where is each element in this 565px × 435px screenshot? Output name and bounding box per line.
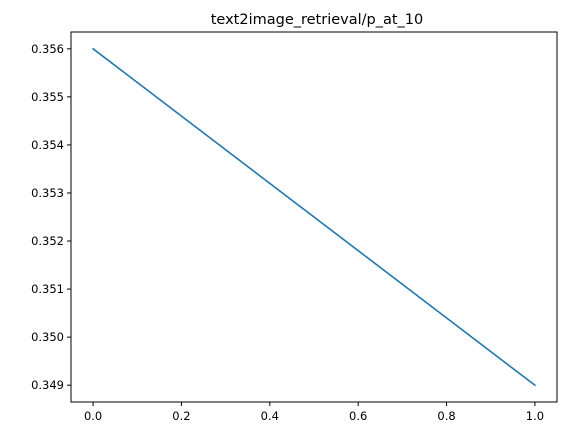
x-tick-label: 0.6: [349, 409, 367, 423]
x-tick-label: 0.2: [172, 409, 190, 423]
y-tick-label: 0.353: [31, 186, 64, 200]
y-tick-label: 0.352: [31, 234, 64, 248]
y-tick-label: 0.356: [31, 42, 64, 56]
y-tick-label: 0.350: [31, 330, 64, 344]
y-tick-label: 0.349: [31, 378, 64, 392]
y-tick-label: 0.351: [31, 282, 64, 296]
y-tick-label: 0.354: [31, 138, 64, 152]
chart-title: text2image_retrieval/p_at_10: [211, 12, 424, 28]
x-axis: 0.0 0.2 0.4 0.6 0.8 1.0: [84, 402, 544, 423]
y-tick-label: 0.355: [31, 90, 64, 104]
x-tick-label: 1.0: [526, 409, 544, 423]
x-tick-label: 0.4: [261, 409, 279, 423]
series-layer: [91, 47, 537, 387]
y-axis: 0.349 0.350 0.351 0.352 0.353 0.354 0.355 0.356: [31, 42, 71, 392]
plot-frame: [70, 31, 558, 403]
x-tick-label: 0.8: [437, 409, 455, 423]
series-line: [91, 47, 537, 387]
x-tick-label: 0.0: [84, 409, 102, 423]
